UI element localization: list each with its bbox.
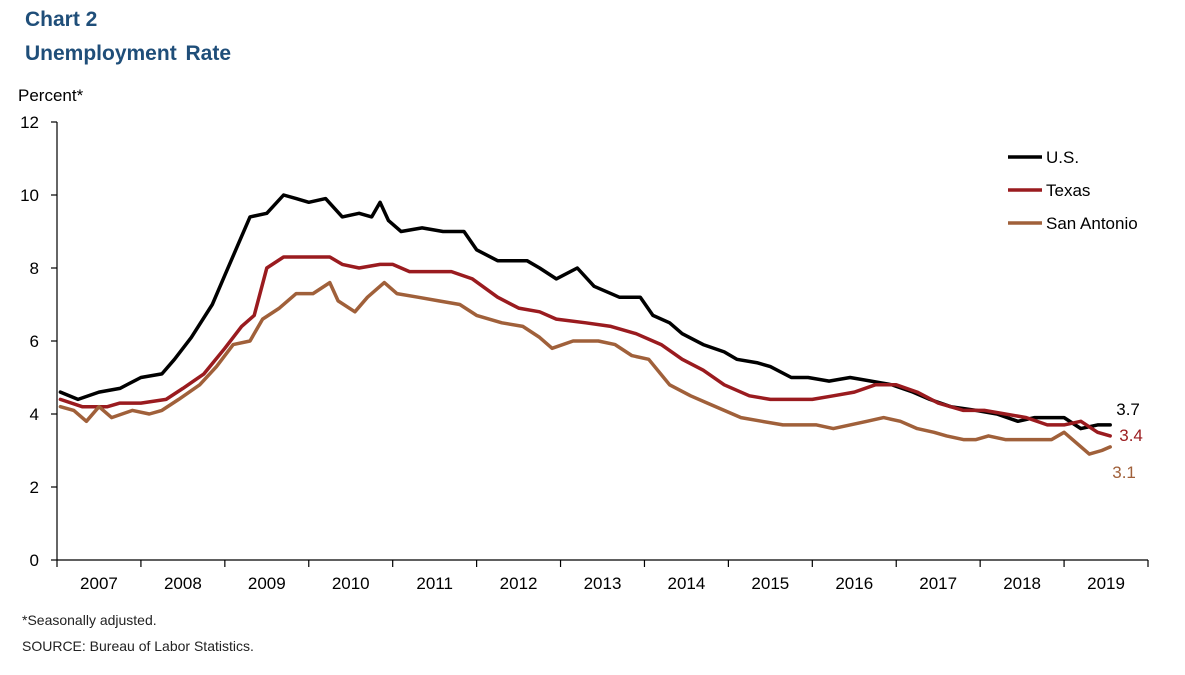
x-tick-label: 2019	[1087, 574, 1125, 593]
y-tick-label: 8	[30, 259, 39, 278]
y-tick-label: 6	[30, 332, 39, 351]
chart-number: Chart 2	[25, 8, 98, 31]
end-label: 3.4	[1119, 426, 1143, 445]
footnote: *Seasonally adjusted.	[22, 612, 157, 628]
y-tick-label: 10	[20, 186, 39, 205]
x-tick-label: 2017	[919, 574, 957, 593]
series-line-texas	[58, 255, 1112, 438]
source-note: SOURCE: Bureau of Labor Statistics.	[22, 638, 254, 654]
x-tick-label: 2012	[500, 574, 538, 593]
end-label: 3.1	[1112, 463, 1136, 482]
series-line-u-s	[58, 193, 1112, 431]
x-tick-label: 2016	[835, 574, 873, 593]
chart-title: Unemployment Rate	[25, 42, 232, 65]
legend-label: San Antonio	[1046, 214, 1138, 233]
y-axis-label: Percent*	[18, 86, 84, 105]
x-tick-label: 2018	[1003, 574, 1041, 593]
y-tick-label: 2	[30, 478, 39, 497]
end-label: 3.7	[1116, 400, 1140, 419]
x-tick-label: 2007	[80, 574, 118, 593]
chart-axes: 0 2 4 6 8 10 12 2007 2008 2009 2010 2011 2012 2013 201…	[20, 113, 1149, 593]
legend-label: U.S.	[1046, 148, 1079, 167]
x-tick-label: 2013	[584, 574, 622, 593]
y-tick-label: 0	[30, 551, 39, 570]
x-tick-label: 2014	[668, 574, 706, 593]
chart-end-labels: 3.7 3.4 3.1	[1112, 400, 1143, 482]
x-tick-label: 2009	[248, 574, 286, 593]
x-tick-label: 2011	[416, 574, 453, 593]
chart-legend: U.S. Texas San Antonio	[1008, 148, 1138, 233]
x-tick-label: 2015	[751, 574, 789, 593]
x-tick-label: 2008	[164, 574, 202, 593]
legend-label: Texas	[1046, 181, 1090, 200]
series-line-san-antonio	[58, 280, 1112, 456]
y-tick-label: 12	[20, 113, 39, 132]
y-tick-label: 4	[30, 405, 39, 424]
x-tick-label: 2010	[332, 574, 370, 593]
chart-series-lines	[58, 193, 1112, 456]
